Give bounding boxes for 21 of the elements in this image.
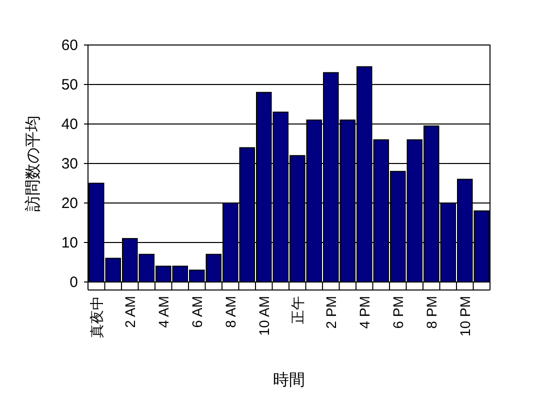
x-tick-label: 2 AM (122, 296, 138, 328)
x-tick-label: 6 PM (390, 296, 406, 329)
x-tick-label: 8 PM (423, 296, 440, 329)
x-tick-label: 正午 (289, 296, 306, 324)
y-tick-label: 20 (61, 195, 78, 212)
x-tick-label: 6 AM (188, 296, 205, 328)
x-tick-label: 4 PM (356, 296, 372, 329)
x-tick-label: 2 PM (322, 296, 339, 329)
y-tick-label: 10 (61, 234, 78, 252)
y-tick-label: 40 (61, 116, 78, 133)
y-axis-title: 訪問数の平均 (24, 116, 42, 212)
x-tick-label: 4 AM (155, 296, 172, 328)
x-tick-label: 10 AM (256, 296, 272, 336)
y-tick-label: 60 (61, 37, 78, 54)
y-tick-label: 0 (70, 274, 78, 291)
x-tick-label: 10 PM (456, 296, 473, 336)
y-tick-label: 30 (61, 156, 78, 172)
y-tick-label: 50 (61, 76, 78, 94)
x-axis-title: 時間 (273, 371, 305, 389)
x-tick-label: 8 AM (222, 296, 238, 328)
x-tick-label: 真夜中 (88, 296, 104, 338)
